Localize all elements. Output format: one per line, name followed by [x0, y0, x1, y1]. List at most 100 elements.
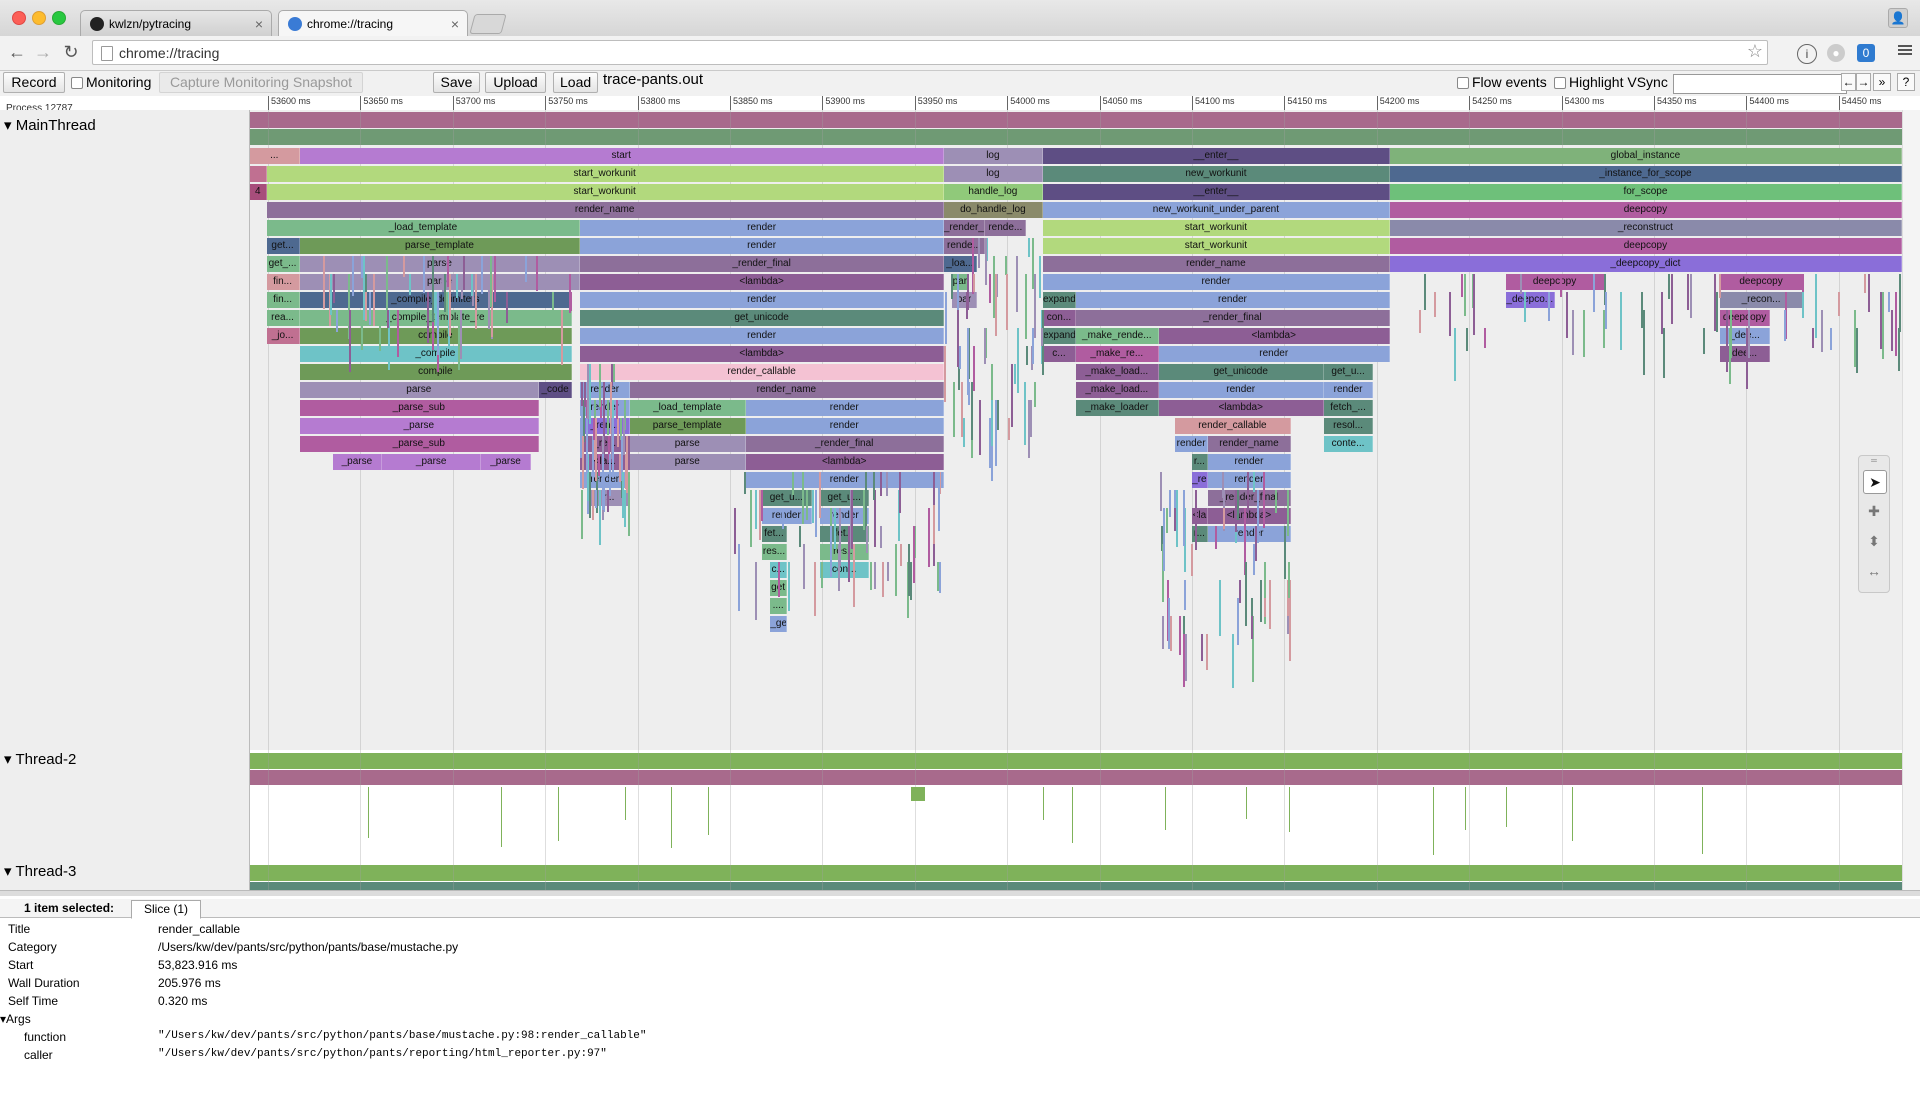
trace-sub-slice[interactable]: [991, 418, 994, 481]
trace-sub-slice[interactable]: [594, 490, 597, 508]
trace-slice[interactable]: get_...: [266, 256, 300, 272]
trace-sub-slice[interactable]: [583, 400, 586, 442]
trace-slice[interactable]: deepcopy: [1389, 238, 1902, 254]
trace-slice[interactable]: _parse: [481, 454, 531, 470]
trace-sub-slice[interactable]: [379, 310, 382, 351]
trace-sub-slice[interactable]: [900, 544, 903, 566]
trace-slice[interactable]: global_instance: [1389, 148, 1902, 164]
trace-sub-slice[interactable]: [585, 400, 588, 423]
trace-sub-slice[interactable]: [966, 328, 969, 395]
trace-slice[interactable]: <lambda>: [580, 274, 944, 290]
trace-sub-slice[interactable]: [880, 472, 883, 496]
trace-sub-slice[interactable]: [909, 562, 912, 600]
trace-sub-slice[interactable]: [426, 292, 429, 343]
trace-sub-slice[interactable]: [1176, 490, 1179, 547]
trace-sub-slice[interactable]: [1286, 490, 1289, 536]
trace-sub-slice[interactable]: [611, 418, 614, 478]
trace-sub-slice[interactable]: [978, 400, 981, 455]
thread-label-3[interactable]: ▾ Thread-3: [4, 863, 77, 880]
trace-sub-slice[interactable]: [1264, 562, 1267, 624]
trace-slice[interactable]: conte...: [1323, 436, 1374, 452]
trace-sub-slice[interactable]: [581, 400, 584, 448]
thread-2-event[interactable]: [1433, 787, 1435, 855]
trace-sub-slice[interactable]: [1897, 328, 1900, 371]
trace-sub-slice[interactable]: [957, 274, 960, 326]
trace-sub-slice[interactable]: [1726, 310, 1729, 372]
trace-sub-slice[interactable]: [802, 472, 805, 524]
time-ruler[interactable]: 53600 ms 53650 ms 53700 ms 53750 ms 53800 ms…: [0, 96, 1920, 111]
trace-sub-slice[interactable]: [997, 400, 1000, 430]
trace-sub-slice[interactable]: [864, 472, 867, 535]
trace-sub-slice[interactable]: [386, 310, 389, 328]
trace-sub-slice[interactable]: [581, 382, 584, 406]
trace-sub-slice[interactable]: [944, 292, 947, 344]
trace-slice[interactable]: _render_final: [1208, 490, 1291, 506]
trace-sub-slice[interactable]: [1183, 508, 1186, 572]
trace-sub-slice[interactable]: [387, 310, 390, 370]
trace-sub-slice[interactable]: [993, 256, 996, 318]
trace-sub-slice[interactable]: [1185, 634, 1188, 681]
trace-slice[interactable]: fet...: [819, 526, 870, 542]
trace-sub-slice[interactable]: [1830, 328, 1833, 350]
trace-sub-slice[interactable]: [933, 544, 936, 566]
trace-slice[interactable]: render_name: [1208, 436, 1291, 452]
trace-slice[interactable]: fin...: [266, 274, 300, 290]
trace-sub-slice[interactable]: [870, 562, 873, 590]
trace-sub-slice[interactable]: [1286, 616, 1289, 634]
trace-sub-slice[interactable]: [568, 274, 571, 313]
trace-sub-slice[interactable]: [799, 526, 802, 547]
trace-sub-slice[interactable]: [1191, 544, 1194, 576]
reload-icon[interactable]: ↻: [63, 42, 79, 62]
thread-2-event[interactable]: [1464, 787, 1466, 830]
trace-slice[interactable]: get_unicode: [580, 310, 944, 326]
trace-sub-slice[interactable]: [1604, 292, 1607, 329]
trace-sub-slice[interactable]: [594, 436, 597, 460]
trace-sub-slice[interactable]: [616, 418, 619, 447]
trace-sub-slice[interactable]: [968, 382, 971, 405]
trace-sub-slice[interactable]: [349, 310, 352, 372]
trace-sub-slice[interactable]: [1289, 598, 1292, 661]
find-next-button[interactable]: →: [1856, 73, 1871, 91]
trace-sub-slice[interactable]: [1466, 328, 1469, 351]
find-previous-button[interactable]: ←: [1841, 73, 1856, 91]
trace-sub-slice[interactable]: [1548, 292, 1551, 321]
trace-slice[interactable]: _load_template: [266, 220, 581, 236]
trace-sub-slice[interactable]: [1244, 508, 1247, 575]
trace-sub-slice[interactable]: [581, 436, 584, 489]
trace-slice[interactable]: fetch_...: [1323, 400, 1374, 416]
trace-slice[interactable]: log: [943, 166, 1043, 182]
trace-sub-slice[interactable]: [759, 490, 762, 540]
trace-sub-slice[interactable]: [1161, 616, 1164, 649]
trace-sub-slice[interactable]: [396, 310, 399, 357]
trace-sub-slice[interactable]: [950, 274, 953, 299]
trace-sub-slice[interactable]: [1689, 274, 1692, 318]
thread-2-event[interactable]: [1571, 787, 1573, 841]
trace-sub-slice[interactable]: [894, 544, 897, 596]
trace-sub-slice[interactable]: [754, 562, 757, 620]
trace-sub-slice[interactable]: [1263, 472, 1266, 528]
trace-sub-slice[interactable]: [744, 472, 747, 494]
trace-sub-slice[interactable]: [814, 490, 817, 537]
vertical-scrollbar[interactable]: [1902, 110, 1920, 890]
trace-slice[interactable]: <lambda>: [1158, 400, 1324, 416]
trace-slice[interactable]: rende...: [985, 220, 1027, 236]
trace-slice[interactable]: render: [1076, 292, 1390, 308]
trace-sub-slice[interactable]: [850, 490, 853, 549]
trace-slice[interactable]: _render_final: [580, 256, 944, 272]
trace-sub-slice[interactable]: [595, 418, 598, 481]
trace-sub-slice[interactable]: [936, 562, 939, 591]
trace-slice[interactable]: render: [580, 292, 944, 308]
trace-sub-slice[interactable]: [505, 292, 508, 323]
trace-slice[interactable]: _parse_sub: [299, 436, 540, 452]
trace-sub-slice[interactable]: [624, 454, 627, 489]
trace-sub-slice[interactable]: [1206, 634, 1209, 670]
trace-sub-slice[interactable]: [1785, 292, 1788, 339]
trace-sub-slice[interactable]: [1162, 544, 1165, 602]
trace-sub-slice[interactable]: [626, 436, 628, 493]
trace-sub-slice[interactable]: [1223, 508, 1226, 529]
trace-slice[interactable]: _parse: [299, 418, 540, 434]
trace-sub-slice[interactable]: [1603, 274, 1606, 305]
trace-slice[interactable]: _render_final: [1076, 310, 1390, 326]
trace-sub-slice[interactable]: [1864, 274, 1867, 293]
trace-sub-slice[interactable]: [622, 472, 625, 518]
